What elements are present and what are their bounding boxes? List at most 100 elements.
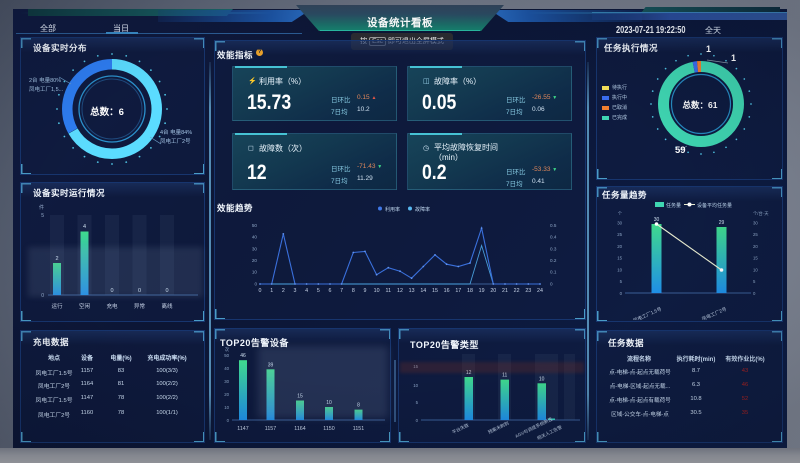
svg-text:任务量: 任务量 <box>666 202 681 209</box>
svg-text:40: 40 <box>252 235 258 240</box>
svg-text:11: 11 <box>502 373 507 379</box>
svg-text:17: 17 <box>455 288 461 294</box>
svg-text:11: 11 <box>386 288 392 294</box>
svg-text:3: 3 <box>294 288 297 294</box>
svg-text:0.5: 0.5 <box>550 223 557 228</box>
svg-text:0: 0 <box>259 288 262 294</box>
svg-text:10: 10 <box>413 383 418 388</box>
svg-text:预案未刷到: 预案未刷到 <box>487 419 511 435</box>
svg-text:18: 18 <box>467 288 473 294</box>
svg-text:20: 20 <box>252 258 258 263</box>
svg-text:设备平均任务量: 设备平均任务量 <box>697 202 732 209</box>
svg-text:10: 10 <box>252 270 258 275</box>
svg-text:运行: 运行 <box>51 302 63 310</box>
svg-text:50: 50 <box>224 353 229 358</box>
svg-text:22: 22 <box>514 288 520 294</box>
svg-text:10: 10 <box>539 376 545 382</box>
svg-text:13: 13 <box>409 288 415 294</box>
svg-text:1164: 1164 <box>294 426 305 432</box>
svg-text:40: 40 <box>224 366 229 371</box>
svg-text:30: 30 <box>252 246 258 251</box>
svg-text:25: 25 <box>617 232 622 237</box>
svg-text:0.2: 0.2 <box>550 258 557 263</box>
svg-text:4: 4 <box>83 224 86 230</box>
svg-text:10: 10 <box>374 288 380 294</box>
svg-text:20: 20 <box>617 244 622 249</box>
svg-text:0: 0 <box>753 291 756 296</box>
svg-text:5: 5 <box>753 279 756 284</box>
svg-text:7: 7 <box>340 288 343 294</box>
svg-text:25: 25 <box>753 232 758 237</box>
svg-text:0.1: 0.1 <box>550 270 557 275</box>
svg-text:20: 20 <box>490 288 496 294</box>
svg-text:15: 15 <box>297 394 303 400</box>
svg-text:12: 12 <box>397 288 403 294</box>
svg-text:故障率: 故障率 <box>415 206 430 213</box>
svg-text:异常: 异常 <box>134 302 146 310</box>
svg-text:个: 个 <box>618 211 623 216</box>
svg-text:29: 29 <box>719 220 725 226</box>
svg-text:30: 30 <box>224 379 229 384</box>
svg-text:12: 12 <box>466 370 472 376</box>
svg-text:14: 14 <box>420 288 426 294</box>
svg-text:10: 10 <box>753 267 758 272</box>
svg-text:1147: 1147 <box>237 426 248 432</box>
svg-text:0: 0 <box>620 291 623 296</box>
svg-text:20: 20 <box>753 244 758 249</box>
svg-text:30: 30 <box>753 220 758 225</box>
svg-text:8: 8 <box>352 288 355 294</box>
svg-text:50: 50 <box>252 223 258 228</box>
svg-text:2: 2 <box>282 288 285 294</box>
svg-text:0: 0 <box>110 288 113 294</box>
svg-text:0: 0 <box>138 288 141 294</box>
svg-text:21: 21 <box>502 288 508 294</box>
svg-text:46: 46 <box>240 353 246 359</box>
svg-text:20: 20 <box>224 392 229 397</box>
svg-text:个/台·天: 个/台·天 <box>753 210 769 217</box>
svg-text:10: 10 <box>224 405 229 410</box>
svg-text:15: 15 <box>432 288 438 294</box>
svg-text:5: 5 <box>41 213 44 219</box>
svg-text:5: 5 <box>620 279 623 284</box>
svg-text:利用率: 利用率 <box>385 206 400 213</box>
svg-text:次: 次 <box>225 346 230 353</box>
svg-text:5: 5 <box>416 400 419 405</box>
svg-text:0: 0 <box>254 281 257 286</box>
svg-text:1: 1 <box>270 288 273 294</box>
svg-text:0.3: 0.3 <box>550 246 557 251</box>
svg-text:凤电工厂1.5号: 凤电工厂1.5号 <box>632 305 663 320</box>
svg-text:5: 5 <box>317 288 320 294</box>
svg-text:凤电工厂2号: 凤电工厂2号 <box>701 305 728 320</box>
svg-text:30: 30 <box>617 220 622 225</box>
svg-text:23: 23 <box>525 288 531 294</box>
svg-text:件: 件 <box>39 204 44 211</box>
svg-text:6: 6 <box>329 288 332 294</box>
svg-text:9: 9 <box>364 288 367 294</box>
svg-text:4: 4 <box>305 288 308 294</box>
svg-text:8: 8 <box>357 403 360 409</box>
svg-text:0.4: 0.4 <box>550 235 557 240</box>
svg-text:2: 2 <box>55 256 58 262</box>
svg-text:平台失联: 平台失联 <box>451 421 471 435</box>
svg-text:0: 0 <box>41 293 44 299</box>
svg-text:充电: 充电 <box>106 302 118 310</box>
svg-text:1150: 1150 <box>323 426 334 432</box>
svg-text:1157: 1157 <box>265 426 276 432</box>
svg-text:15: 15 <box>413 364 418 369</box>
svg-text:空闲: 空闲 <box>79 302 91 310</box>
svg-text:10: 10 <box>617 267 622 272</box>
svg-text:0: 0 <box>550 281 553 286</box>
svg-text:16: 16 <box>444 288 450 294</box>
svg-text:0: 0 <box>165 288 168 294</box>
svg-text:0: 0 <box>416 418 419 423</box>
svg-text:离线: 离线 <box>161 302 173 310</box>
svg-text:15: 15 <box>617 256 622 261</box>
svg-text:1151: 1151 <box>353 426 364 432</box>
svg-text:19: 19 <box>479 288 485 294</box>
svg-text:39: 39 <box>268 362 274 368</box>
svg-text:15: 15 <box>753 256 758 261</box>
svg-text:30: 30 <box>654 217 660 223</box>
svg-text:24: 24 <box>537 288 543 294</box>
svg-text:0: 0 <box>227 418 230 423</box>
svg-text:10: 10 <box>326 400 332 406</box>
